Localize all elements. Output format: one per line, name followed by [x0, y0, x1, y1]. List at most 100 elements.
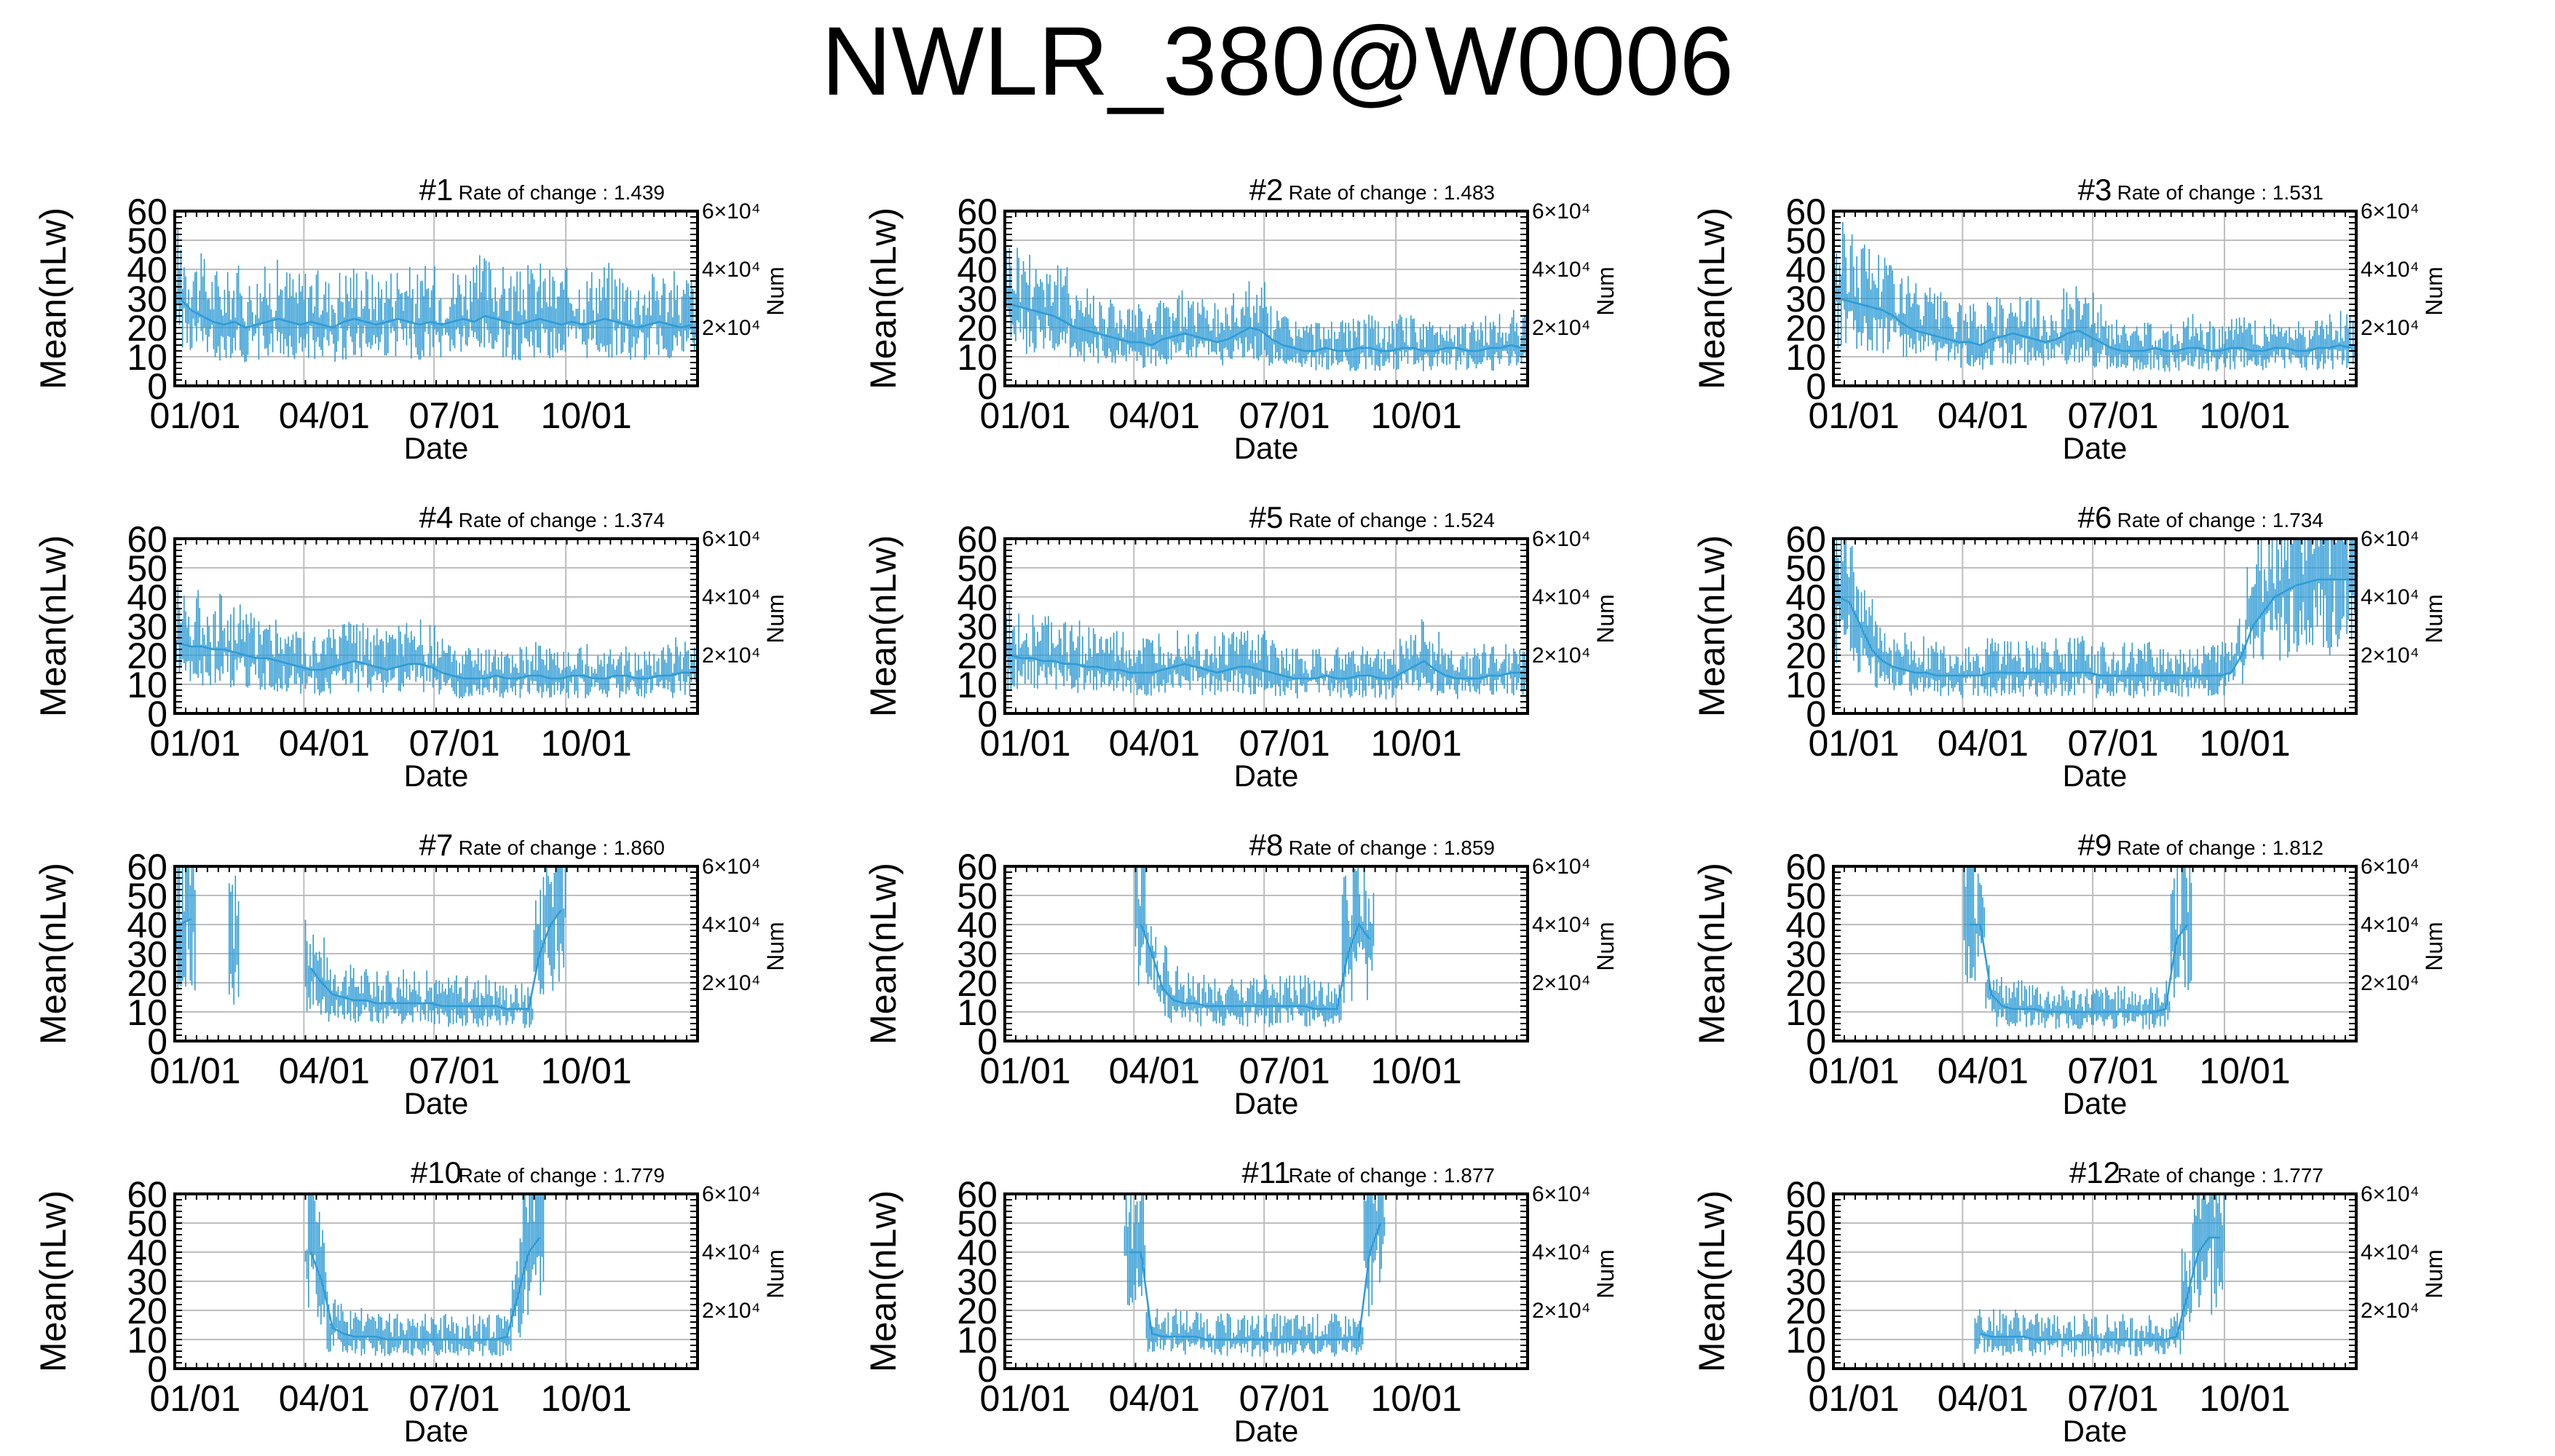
y-axis-label: Mean(nLw)	[863, 535, 904, 717]
y2-axis-label: Num	[1592, 266, 1619, 316]
y2-tick-label: 6×10⁴	[702, 855, 760, 879]
y-tick-label: 30	[127, 606, 167, 647]
x-axis-label: Date	[1234, 1414, 1299, 1448]
rate-of-change: Rate of change : 1.734	[2117, 509, 2323, 531]
y-tick-label: 60	[1785, 1174, 1826, 1215]
rate-of-change: Rate of change : 1.439	[459, 181, 665, 204]
y-tick-label: 30	[1785, 279, 1826, 320]
y-tick-label: 0	[147, 1021, 167, 1062]
y-tick-label: 50	[127, 876, 167, 917]
y2-tick-label: 4×10⁴	[1532, 1241, 1590, 1265]
y-axis-label: Mean(nLw)	[1691, 535, 1732, 717]
data-spikes	[1963, 866, 2192, 1029]
y2-tick-label: 4×10⁴	[1532, 913, 1590, 937]
data-line	[1130, 1222, 1382, 1341]
y2-tick-label: 4×10⁴	[2361, 585, 2419, 609]
panel-title: #10	[411, 1155, 462, 1190]
x-tick-label: 01/01	[149, 395, 240, 436]
y-tick-label: 30	[127, 279, 167, 320]
y-tick-label: 60	[127, 1174, 167, 1215]
y-tick-label: 20	[957, 963, 998, 1004]
y-tick-label: 20	[1785, 636, 1826, 676]
y-tick-label: 60	[1785, 519, 1826, 560]
y2-tick-label: 6×10⁴	[2361, 199, 2419, 223]
x-tick-label: 04/01	[279, 395, 370, 436]
x-axis-label: Date	[2063, 431, 2128, 465]
data-line	[1839, 297, 2351, 352]
x-tick-label: 04/01	[1109, 723, 1200, 764]
y-tick-label: 30	[957, 606, 998, 647]
y2-tick-label: 2×10⁴	[702, 644, 760, 668]
y-tick-label: 40	[127, 577, 167, 618]
x-axis-label: Date	[1234, 1086, 1299, 1120]
y-tick-label: 30	[957, 279, 998, 320]
y-tick-label: 50	[1785, 1203, 1826, 1244]
y2-axis-label: Num	[2421, 266, 2447, 316]
y-tick-label: 20	[1785, 963, 1826, 1004]
data-spikes	[1124, 1194, 1386, 1357]
panel-title: #7	[419, 828, 454, 862]
x-tick-label: 04/01	[1938, 1378, 2029, 1419]
x-tick-label: 01/01	[149, 1051, 240, 1091]
x-tick-label: 10/01	[541, 723, 632, 764]
y2-tick-label: 6×10⁴	[2361, 527, 2419, 551]
y-axis-label: Mean(nLw)	[33, 535, 74, 717]
x-tick-label: 01/01	[1808, 395, 1899, 436]
x-tick-label: 07/01	[2068, 1051, 2159, 1091]
y2-axis-label: Num	[762, 266, 789, 316]
x-tick-label: 07/01	[409, 1051, 500, 1091]
rate-value: 1.524	[1444, 509, 1495, 531]
data-line	[1010, 654, 1523, 680]
y-tick-label: 0	[147, 694, 167, 735]
x-tick-label: 01/01	[1808, 723, 1899, 764]
y-tick-label: 50	[127, 221, 167, 261]
x-tick-label: 04/01	[1109, 1378, 1200, 1419]
y2-axis-label: Num	[762, 922, 789, 971]
y-tick-label: 60	[1785, 847, 1826, 887]
rate-value: 1.777	[2272, 1164, 2323, 1187]
y-tick-label: 50	[1785, 221, 1826, 261]
panel-title: #5	[1249, 500, 1284, 534]
data-spikes	[174, 227, 697, 363]
y-tick-label: 30	[1785, 1262, 1826, 1302]
y-axis-label: Mean(nLw)	[863, 863, 904, 1045]
y2-tick-label: 2×10⁴	[2361, 1299, 2419, 1323]
y-axis-label: Mean(nLw)	[863, 207, 904, 389]
rate-prefix: Rate of change :	[459, 509, 614, 531]
y-tick-label: 40	[957, 577, 998, 618]
y2-tick-label: 4×10⁴	[1532, 258, 1590, 282]
y-tick-label: 10	[1785, 1320, 1826, 1361]
x-tick-label: 10/01	[541, 1051, 632, 1091]
y2-tick-label: 6×10⁴	[702, 527, 760, 551]
panel-title: #4	[419, 500, 454, 534]
y-tick-label: 0	[1806, 694, 1826, 735]
panel-title: #6	[2078, 500, 2112, 534]
y-axis-label: Mean(nLw)	[33, 207, 74, 389]
y-tick-label: 40	[127, 250, 167, 290]
y-tick-label: 10	[957, 665, 998, 705]
x-tick-label: 01/01	[1808, 1051, 1899, 1091]
y2-tick-label: 4×10⁴	[2361, 913, 2419, 937]
y2-axis-label: Num	[2421, 1249, 2447, 1299]
y2-tick-label: 2×10⁴	[2361, 644, 2419, 668]
rate-of-change: Rate of change : 1.779	[459, 1164, 665, 1187]
y2-tick-label: 6×10⁴	[2361, 1182, 2419, 1206]
y-axis-label: Mean(nLw)	[1691, 863, 1732, 1045]
x-tick-label: 10/01	[1371, 1378, 1462, 1419]
y2-tick-label: 2×10⁴	[1532, 644, 1590, 668]
y-tick-label: 10	[1785, 665, 1826, 705]
y-tick-label: 0	[1806, 1021, 1826, 1062]
rate-prefix: Rate of change :	[1289, 1164, 1444, 1187]
y-tick-label: 40	[1785, 250, 1826, 290]
rate-of-change: Rate of change : 1.524	[1289, 509, 1495, 531]
x-tick-label: 07/01	[1239, 395, 1330, 436]
y-axis-label: Mean(nLw)	[33, 1190, 74, 1372]
y2-tick-label: 2×10⁴	[702, 971, 760, 995]
y-tick-label: 60	[127, 847, 167, 887]
y-tick-label: 0	[977, 1349, 998, 1390]
y-tick-label: 40	[127, 905, 167, 946]
